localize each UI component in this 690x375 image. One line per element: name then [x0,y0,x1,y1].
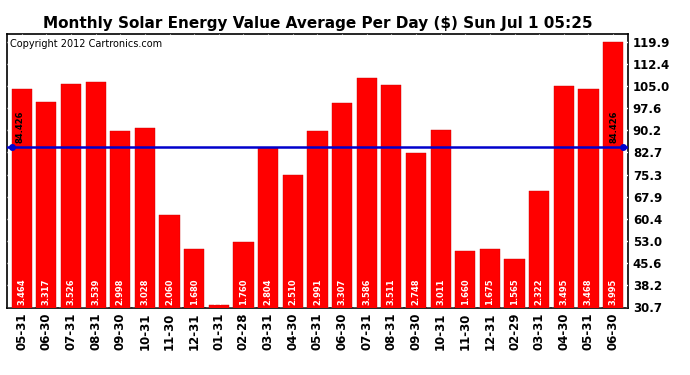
Text: 3.317: 3.317 [42,278,51,304]
Text: 3.995: 3.995 [609,278,618,304]
Bar [529,191,549,375]
Bar [504,259,524,375]
Bar [37,102,57,375]
Text: 3.495: 3.495 [560,278,569,304]
Text: Copyright 2012 Cartronics.com: Copyright 2012 Cartronics.com [10,39,162,49]
Text: 3.028: 3.028 [140,278,150,304]
Bar [258,148,278,375]
Text: 1.048: 1.048 [215,278,224,304]
Text: 2.510: 2.510 [288,278,297,304]
Bar [110,131,130,375]
Bar [332,103,352,375]
Text: 1.680: 1.680 [190,278,199,304]
Text: 1.660: 1.660 [461,278,470,304]
Bar [381,85,402,375]
Text: 1.760: 1.760 [239,278,248,304]
Text: 2.322: 2.322 [535,278,544,304]
Bar [159,215,179,375]
Bar [12,89,32,375]
Text: 3.464: 3.464 [17,278,26,304]
Text: 3.539: 3.539 [91,278,100,304]
Text: 2.748: 2.748 [411,278,420,304]
Text: 2.991: 2.991 [313,278,322,304]
Bar [184,249,204,375]
Text: 2.804: 2.804 [264,278,273,304]
Text: 3.526: 3.526 [66,278,75,304]
Bar [357,78,377,375]
Text: 1.565: 1.565 [510,278,519,304]
Bar [431,130,451,375]
Text: 2.060: 2.060 [165,278,174,304]
Text: 3.307: 3.307 [337,278,346,304]
Bar [406,153,426,375]
Bar [307,132,328,375]
Text: 1.675: 1.675 [485,278,495,304]
Bar [480,249,500,375]
Bar [578,89,599,375]
Bar [603,42,623,375]
Text: 2.998: 2.998 [116,278,125,304]
Bar [135,128,155,375]
Text: 3.011: 3.011 [436,278,445,304]
Bar [233,242,254,375]
Bar [61,84,81,375]
Text: 84.426: 84.426 [16,110,25,143]
Text: 3.511: 3.511 [387,278,396,304]
Bar [553,86,574,375]
Bar [86,82,106,375]
Text: 84.426: 84.426 [610,110,619,143]
Bar [208,305,229,375]
Bar [455,251,475,375]
Title: Monthly Solar Energy Value Average Per Day ($) Sun Jul 1 05:25: Monthly Solar Energy Value Average Per D… [43,16,592,31]
Text: 3.586: 3.586 [362,278,371,304]
Bar [283,174,303,375]
Text: 3.468: 3.468 [584,278,593,304]
